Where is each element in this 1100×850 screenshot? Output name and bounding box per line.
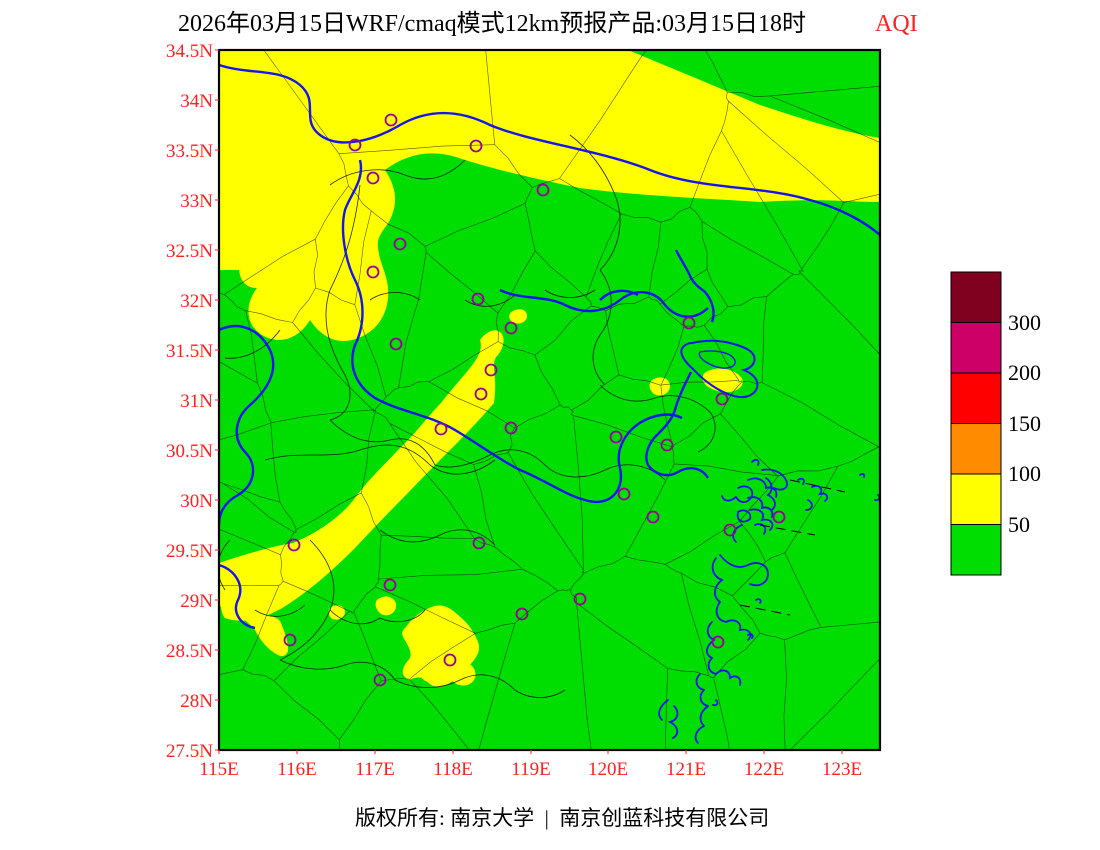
svg-text:版权所有: 南京大学 | 南京创蓝科技有限公司: 版权所有: 南京大学 | 南京创蓝科技有限公司 (355, 806, 769, 830)
svg-text:115E: 115E (199, 759, 238, 780)
svg-text:29.5N: 29.5N (166, 541, 213, 562)
svg-text:300: 300 (1008, 310, 1041, 335)
svg-text:34N: 34N (180, 91, 213, 112)
svg-text:116E: 116E (277, 759, 316, 780)
svg-text:50: 50 (1008, 512, 1030, 537)
svg-text:33.5N: 33.5N (166, 141, 213, 162)
svg-text:100: 100 (1008, 461, 1041, 486)
svg-text:30N: 30N (180, 491, 213, 512)
svg-text:32N: 32N (180, 291, 213, 312)
svg-text:32.5N: 32.5N (166, 241, 213, 262)
svg-text:2026年03月15日WRF/cmaq模式12km预报产品:: 2026年03月15日WRF/cmaq模式12km预报产品:03月15日18时 (178, 10, 806, 37)
svg-text:150: 150 (1008, 411, 1041, 436)
svg-text:200: 200 (1008, 360, 1041, 385)
svg-text:28.5N: 28.5N (166, 641, 213, 662)
svg-text:121E: 121E (666, 759, 706, 780)
svg-text:122E: 122E (744, 759, 784, 780)
svg-text:119E: 119E (511, 759, 550, 780)
svg-text:123E: 123E (822, 759, 862, 780)
svg-text:33N: 33N (180, 191, 213, 212)
svg-text:AQI: AQI (875, 11, 918, 37)
svg-text:117E: 117E (355, 759, 394, 780)
svg-text:31N: 31N (180, 391, 213, 412)
svg-text:30.5N: 30.5N (166, 441, 213, 462)
svg-text:120E: 120E (588, 759, 628, 780)
svg-text:29N: 29N (180, 591, 213, 612)
svg-text:28N: 28N (180, 691, 213, 712)
svg-text:34.5N: 34.5N (166, 41, 213, 62)
svg-text:118E: 118E (433, 759, 472, 780)
svg-text:31.5N: 31.5N (166, 341, 213, 362)
